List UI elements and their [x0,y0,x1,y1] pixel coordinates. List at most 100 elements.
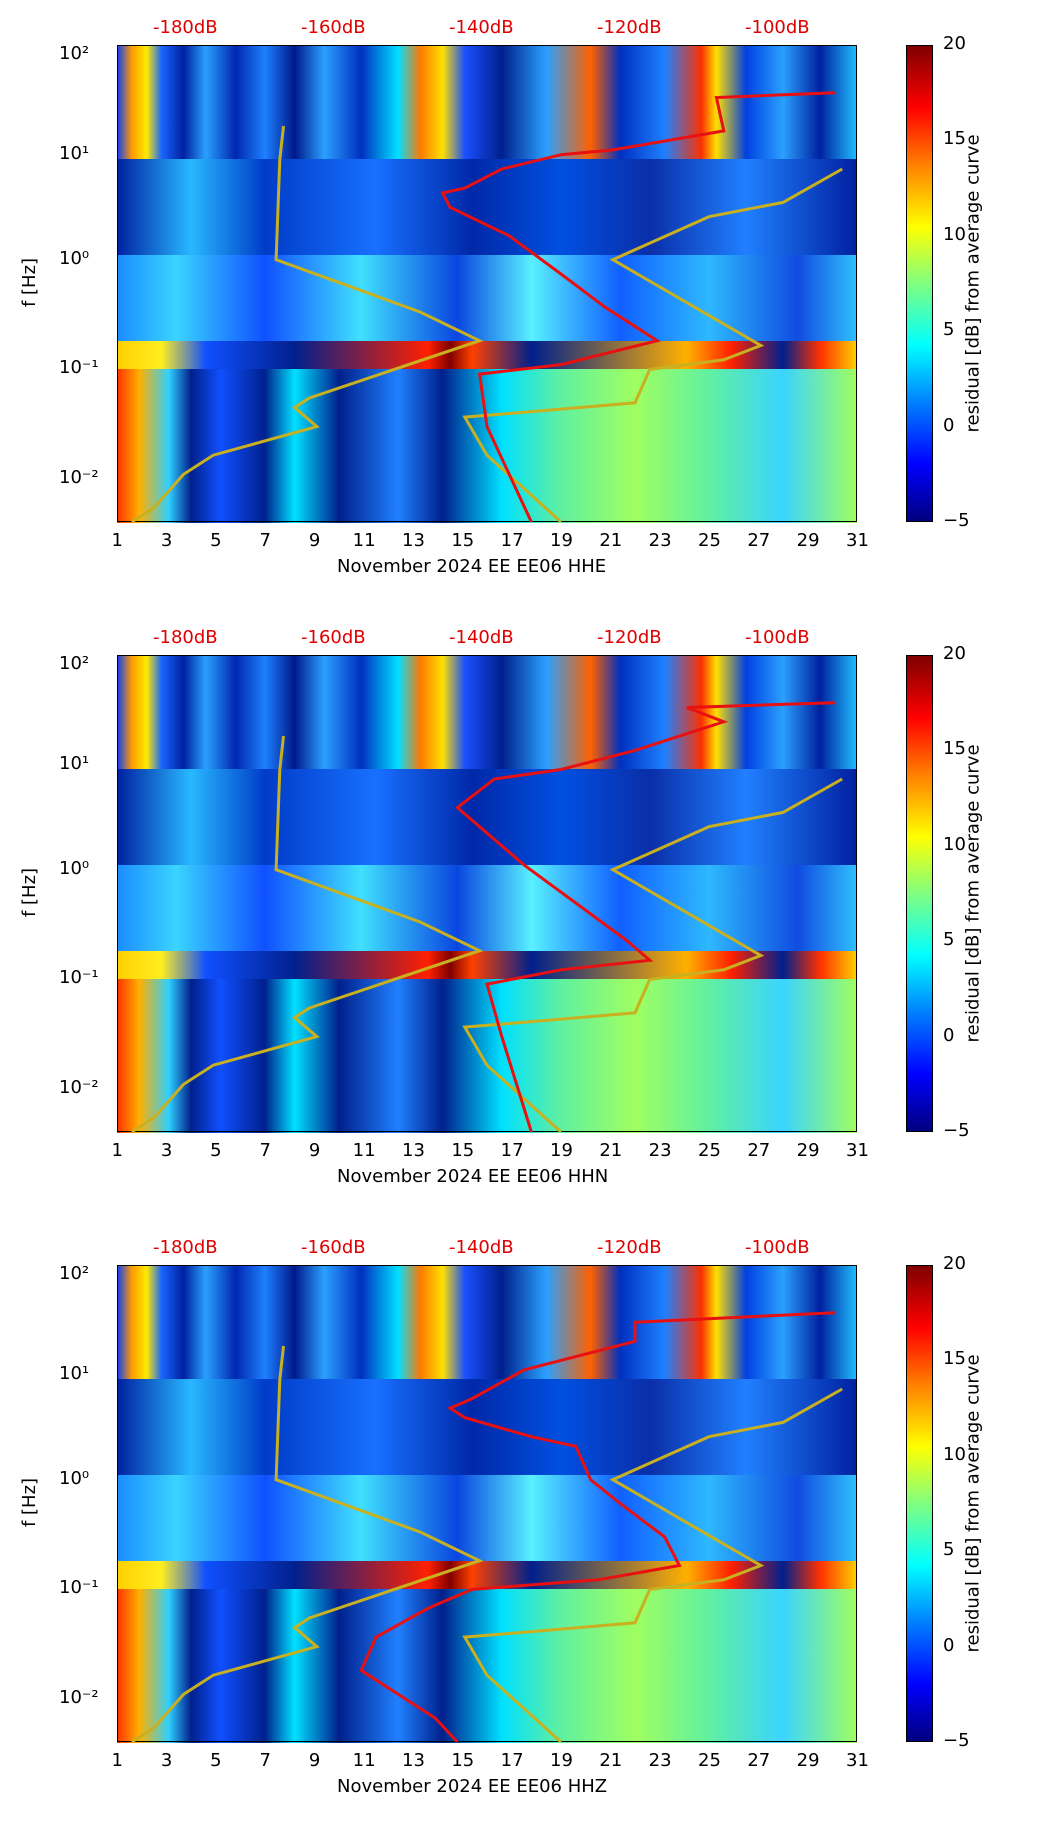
colorbar-tick-label: 0 [943,1024,955,1046]
spectrogram-band [117,1265,857,1381]
y-tick-label: 10² [59,1262,90,1284]
colorbar-label: residual [dB] from average curve [962,1353,984,1652]
db-axis-label: -180dB [153,17,218,38]
x-tick-label: 7 [259,1750,271,1771]
colorbar-tick-label: 15 [943,1348,966,1370]
x-tick-label: 21 [599,1750,623,1771]
average-power-curve [455,701,835,1132]
x-tick-label: 11 [352,1140,376,1161]
x-tick-label: 7 [259,530,271,551]
y-tick-label: 10¹ [59,1362,90,1384]
colorbar-tick-label: 20 [943,643,966,664]
colorbar-tick-label: 10 [943,1443,966,1465]
db-axis-label: -140dB [449,627,514,648]
colorbar-label: residual [dB] from average curve [962,743,984,1042]
db-axis-label: -120dB [597,17,662,38]
average-power-curve [440,91,835,522]
average-power-curve [359,1311,835,1742]
y-tick-label: 10⁰ [59,247,90,269]
x-tick-label: 15 [451,1140,475,1161]
x-tick-label: 13 [402,1750,425,1771]
x-tick-label: 27 [747,1750,771,1771]
db-axis-label: -160dB [301,17,366,38]
y-tick-label: 10⁻¹ [59,357,99,379]
colorbar [906,655,933,1132]
colorbar-tick-label: 5 [943,1539,955,1561]
y-tick-label: 10¹ [59,752,90,774]
db-axis-label: -100dB [745,1237,810,1258]
x-tick-label: 17 [500,530,524,551]
x-tick-label: 1 [111,1140,123,1161]
db-axis-label: -120dB [597,627,662,648]
x-tick-label: 23 [648,1750,672,1771]
spectrogram-band [117,1474,857,1562]
y-tick-label: 10² [59,652,90,674]
colorbar-label: residual [dB] from average curve [962,133,984,432]
x-tick-label: 25 [698,1140,721,1161]
x-tick-label: 17 [500,1140,524,1161]
y-tick-label: 10⁻² [59,467,99,489]
x-tick-label: 13 [402,1140,425,1161]
x-tick-label: 21 [599,530,623,551]
low-noise-model-curve [130,1345,484,1742]
x-tick-label: 25 [698,1750,721,1771]
spectrogram-band [117,1379,857,1476]
spectrogram-band [117,655,857,771]
overlay-curves [117,655,857,1132]
y-axis-label: f [Hz] [19,867,41,917]
high-noise-model-curve [462,777,843,1132]
x-tick-label: 27 [747,1140,771,1161]
colorbar [906,1265,933,1742]
y-tick-label: 10⁻² [59,1687,99,1709]
db-axis-label: -180dB [153,1237,218,1258]
plot-frame [117,45,857,522]
db-axis-label: -160dB [301,1237,366,1258]
x-tick-label: 31 [846,1140,869,1161]
spectrogram-plot [117,655,857,1133]
x-tick-label: 9 [308,1140,321,1161]
spectrogram-image [117,655,857,1133]
x-tick-label: 19 [550,1750,573,1771]
high-noise-model-curve [462,167,843,522]
x-tick-label: 23 [648,530,672,551]
spectrogram-panel-hhe: 1 3 5 7 9 11 13 15 17 19 21 23 25 27 29 31 10⁻² 10⁻¹ 10⁰ 10… [0,0,1052,602]
plot-frame [117,655,857,1132]
colorbar-tick-label: 10 [943,223,966,245]
x-tick-label: 31 [846,1750,869,1771]
y-tick-label: 10⁰ [59,1467,90,1489]
y-tick-label: 10⁰ [59,857,90,879]
overlay-curves [117,45,857,522]
colorbar-tick-label: 15 [943,128,966,150]
colorbar-tick-label: 0 [943,1634,955,1656]
colorbar-tick-label: 5 [943,319,955,341]
high-noise-model-curve [462,1387,843,1742]
x-tick-label: 15 [451,530,475,551]
y-axis-label: f [Hz] [19,1477,41,1527]
x-tick-label: 3 [160,530,173,551]
spectrogram-band [117,45,857,161]
y-tick-label: 10¹ [59,142,90,164]
x-tick-label: 9 [308,1750,321,1771]
x-tick-label: 29 [796,530,820,551]
y-tick-label: 10⁻² [59,1077,99,1099]
overlay-curves [117,1265,857,1742]
y-tick-label: 10⁻¹ [59,967,99,989]
x-tick-label: 25 [698,530,721,551]
x-tick-label: 23 [648,1140,672,1161]
y-axis-label: f [Hz] [19,257,41,307]
y-tick-label: 10⁻¹ [59,1577,99,1599]
x-axis-label: November 2024 EE EE06 HHZ [337,1776,608,1797]
x-tick-label: 3 [160,1750,173,1771]
spectrogram-image [117,1265,857,1743]
x-tick-label: 5 [210,530,222,551]
plot-frame [117,1265,857,1742]
spectrogram-plot [117,1265,857,1743]
db-axis-label: -100dB [745,627,810,648]
colorbar [906,45,933,522]
x-tick-label: 27 [747,530,771,551]
db-axis-label: -140dB [449,17,514,38]
low-noise-model-curve [130,125,484,522]
colorbar-tick-label: 20 [943,33,966,54]
x-tick-label: 19 [550,1140,573,1161]
x-tick-label: 15 [451,1750,475,1771]
